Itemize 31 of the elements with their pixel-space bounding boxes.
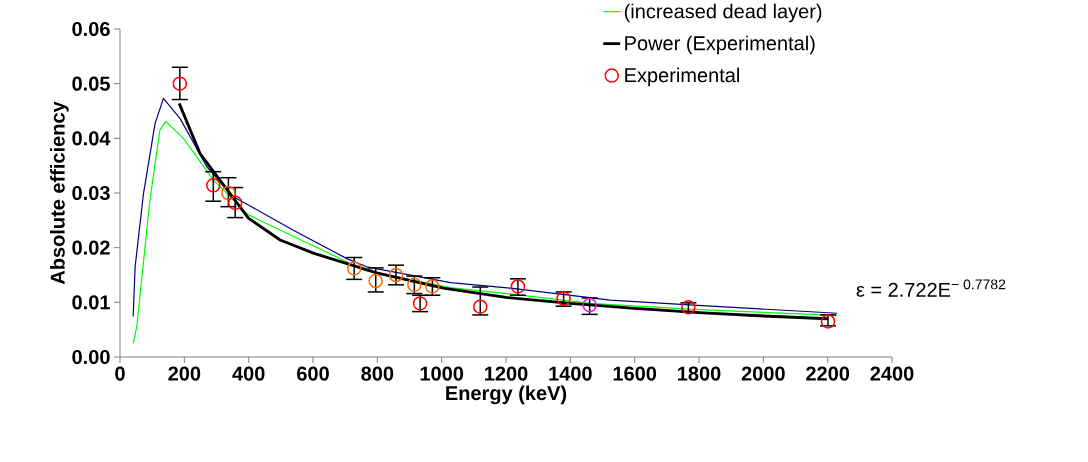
x-tick-label: 1000 bbox=[420, 366, 464, 381]
line-series bbox=[132, 120, 838, 344]
x-tick-label: 400 bbox=[232, 366, 265, 381]
annotation: ε = 2.722E$^{− 0.7782}$ bbox=[856, 279, 1006, 297]
x-tick-label: 200 bbox=[168, 366, 201, 381]
legend-label: (increased dead layer) bbox=[624, 3, 822, 23]
y-tick-label: 0.05 bbox=[72, 76, 110, 91]
point bbox=[368, 273, 383, 289]
legend-label: Experimental bbox=[625, 67, 739, 87]
y-axis-title: Absolute efficiency bbox=[50, 101, 69, 285]
x-tick-label: 1200 bbox=[485, 366, 528, 381]
x-axis-title: Energy (keV) bbox=[446, 385, 567, 405]
x-tick-label: 2200 bbox=[806, 366, 850, 381]
x-tick-label: 1800 bbox=[678, 366, 721, 381]
y-tick-label: 0.00 bbox=[72, 349, 110, 365]
y-tick-label: 0.06 bbox=[72, 21, 110, 37]
point bbox=[206, 178, 221, 193]
y-tick-label: 0.01 bbox=[72, 295, 110, 310]
point bbox=[346, 261, 362, 276]
y-tick-label: 0.03 bbox=[72, 185, 110, 201]
y-tick-label: 0.04 bbox=[72, 131, 111, 146]
y-tick-label: 0.02 bbox=[72, 240, 110, 255]
x-tick-label: 1400 bbox=[549, 366, 592, 381]
x-tick-label: 800 bbox=[361, 366, 394, 381]
legend-label: Power (Experimental) bbox=[625, 35, 815, 55]
x-tick-label: 2000 bbox=[741, 366, 785, 381]
x-tick-label: 2400 bbox=[870, 366, 914, 381]
point bbox=[172, 76, 188, 91]
x-tick-label: 600 bbox=[297, 366, 329, 381]
x-tick-label: 0 bbox=[115, 366, 125, 381]
x-tick-label: 1600 bbox=[613, 366, 657, 381]
